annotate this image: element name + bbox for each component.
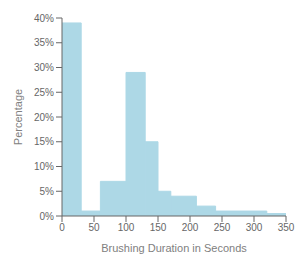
svg-text:50: 50: [88, 222, 100, 233]
svg-text:10%: 10%: [34, 161, 54, 172]
svg-text:20%: 20%: [34, 112, 54, 123]
svg-text:100: 100: [118, 222, 135, 233]
svg-text:35%: 35%: [34, 37, 54, 48]
svg-text:300: 300: [246, 222, 263, 233]
svg-text:150: 150: [150, 222, 167, 233]
svg-text:30%: 30%: [34, 62, 54, 73]
svg-text:250: 250: [214, 222, 231, 233]
svg-text:0%: 0%: [40, 211, 55, 222]
svg-text:Brushing Duration in Seconds: Brushing Duration in Seconds: [101, 242, 247, 254]
svg-text:Percentage: Percentage: [12, 89, 24, 145]
svg-text:5%: 5%: [40, 186, 55, 197]
svg-text:25%: 25%: [34, 87, 54, 98]
svg-text:15%: 15%: [34, 136, 54, 147]
svg-text:200: 200: [182, 222, 199, 233]
svg-text:0: 0: [59, 222, 65, 233]
svg-text:350: 350: [278, 222, 295, 233]
svg-text:40%: 40%: [34, 13, 54, 24]
